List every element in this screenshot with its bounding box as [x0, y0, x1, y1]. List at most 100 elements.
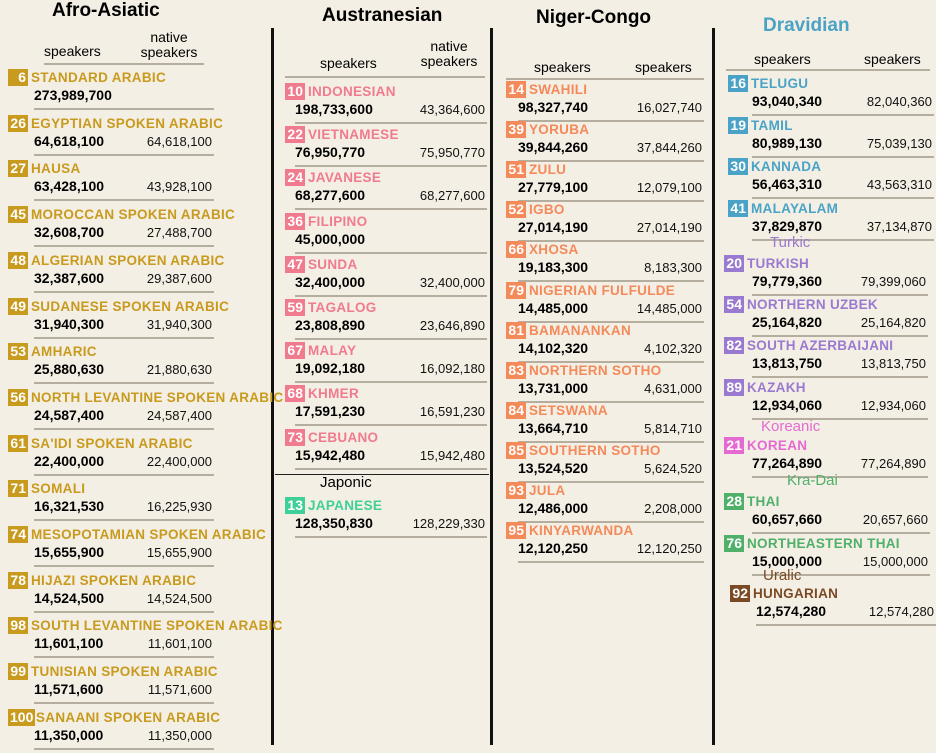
language-name: SOUTH LEVANTINE SPOKEN ARABIC — [31, 618, 283, 634]
speakers-value: 198,733,600 — [295, 101, 373, 117]
language-entry: 39 YORUBA 39,844,260 37,844,260 — [506, 121, 704, 165]
rank-badge: 49 — [8, 297, 28, 315]
speakers-value: 13,813,750 — [752, 355, 823, 372]
language-name: SWAHILI — [529, 82, 588, 97]
speakers-value: 56,463,310 — [752, 176, 823, 192]
rank-badge: 14 — [506, 81, 526, 98]
language-entry: 48 ALGERIAN SPOKEN ARABIC 32,387,600 29,387… — [8, 251, 268, 296]
family-title-dravidian: Dravidian — [763, 15, 850, 36]
language-entry: 51 ZULU 27,779,100 12,079,100 — [506, 161, 704, 205]
language-entry: 73 CEBUANO 15,942,480 15,942,480 — [285, 428, 487, 473]
native-speakers-value: 75,950,770 — [419, 145, 485, 161]
language-name: JAPANESE — [308, 498, 383, 513]
rank-badge: 71 — [8, 480, 28, 498]
subfamily-label-japonic: Japonic — [320, 474, 372, 491]
column-niger-congo: Niger-Congo speakers speakers 14 SWAHILI 9… — [494, 0, 710, 745]
language-entry: 49 SUDANESE SPOKEN ARABIC 31,940,300 31,940… — [8, 297, 268, 342]
language-entry: 67 MALAY 19,092,180 16,092,180 — [285, 342, 487, 386]
native-speakers-value: 15,655,900 — [146, 545, 212, 560]
speakers-value: 27,779,100 — [518, 179, 589, 196]
native-speakers-value: 12,079,100 — [636, 180, 702, 196]
language-entry: 52 IGBO 27,014,190 27,014,190 — [506, 201, 704, 245]
native-speakers-value: 23,646,890 — [419, 318, 485, 333]
native-speakers-value: 82,040,360 — [866, 94, 932, 109]
native-speakers-value: 43,928,100 — [146, 179, 212, 195]
speakers-value: 15,655,900 — [34, 544, 105, 560]
speakers-value: 12,120,250 — [518, 540, 589, 557]
entry-rule — [752, 476, 928, 478]
language-name: SA'IDI SPOKEN ARABIC — [31, 435, 193, 451]
speakers-value: 14,102,320 — [518, 339, 589, 356]
language-name: AMHARIC — [31, 344, 97, 360]
native-speakers-value: 16,225,930 — [146, 499, 212, 515]
speakers-value: 31,940,300 — [34, 315, 105, 332]
speakers-value: 32,387,600 — [34, 269, 105, 286]
speakers-value: 25,880,630 — [34, 361, 105, 378]
entry-rule — [34, 108, 214, 110]
speakers-value: 79,779,360 — [752, 273, 823, 289]
language-name: SUNDA — [308, 256, 358, 272]
language-entry: 95 KINYARWANDA 12,120,250 12,120,250 — [506, 522, 704, 566]
speakers-value: 98,327,740 — [518, 99, 589, 115]
language-name: KANNADA — [751, 159, 822, 174]
speakers-value: 24,587,400 — [34, 406, 105, 423]
entry-rule — [752, 238, 934, 241]
language-name: HIJAZI SPOKEN ARABIC — [31, 572, 197, 588]
language-entry: 20 TURKISH 79,779,360 79,399,060 — [724, 255, 928, 299]
rank-badge: 93 — [506, 482, 526, 499]
speakers-value: 45,000,000 — [295, 230, 366, 247]
japonic-separator — [275, 474, 489, 475]
native-speakers-value: 4,631,000 — [644, 380, 702, 396]
language-entry: 92 HUNGARIAN 12,574,280 12,574,280 — [730, 585, 936, 629]
language-entry: 85 SOUTHERN SOTHO 13,524,520 5,624,520 — [506, 441, 704, 486]
speakers-value: 27,014,190 — [518, 219, 589, 236]
rank-badge: 89 — [724, 378, 744, 396]
language-entry: 30 KANNADA 56,463,310 43,563,310 — [728, 158, 934, 202]
rank-badge: 19 — [728, 116, 748, 134]
speakers-value: 80,989,130 — [752, 134, 823, 151]
rank-badge: 41 — [728, 199, 748, 217]
rank-badge: 74 — [8, 526, 28, 543]
language-entry: 14 SWAHILI 98,327,740 16,027,740 — [506, 81, 704, 125]
language-entry: 82 SOUTH AZERBAIJANI 13,813,750 13,813,750 — [724, 337, 928, 381]
native-speakers-value: 11,350,000 — [147, 727, 212, 743]
language-entry: 59 TAGALOG 23,808,890 23,646,890 — [285, 299, 487, 343]
rank-badge: 47 — [285, 255, 305, 273]
divider-1 — [271, 28, 274, 745]
native-speakers-value: 16,591,230 — [419, 404, 485, 420]
native-speakers-value: 15,000,000 — [862, 554, 928, 569]
native-speakers-value: 32,400,000 — [419, 274, 485, 290]
header-native-speakers: native speakers — [140, 29, 198, 60]
rank-badge: 78 — [8, 571, 28, 589]
rank-badge: 21 — [724, 437, 744, 454]
speakers-value: 14,485,000 — [518, 299, 589, 316]
language-name: CEBUANO — [308, 429, 379, 445]
native-speakers-value: 29,387,600 — [146, 270, 212, 286]
rank-badge: 67 — [285, 342, 305, 360]
rank-badge: 83 — [506, 361, 526, 379]
language-name: SOUTHERN SOTHO — [529, 442, 661, 458]
native-speakers-value: 37,844,260 — [636, 140, 702, 156]
language-name: XHOSA — [529, 242, 579, 258]
native-speakers-value: 31,940,300 — [146, 316, 212, 332]
entry-rule — [34, 473, 214, 476]
rank-badge: 84 — [506, 401, 526, 419]
divider-2 — [490, 28, 493, 745]
language-name: KOREAN — [747, 438, 808, 453]
native-speakers-value: 12,120,250 — [636, 541, 702, 557]
speakers-value: 12,574,280 — [756, 603, 827, 619]
language-entry: 61 SA'IDI SPOKEN ARABIC 22,400,000 22,400,0… — [8, 434, 268, 479]
language-name: VIETNAMESE — [308, 127, 399, 143]
entry-rule — [295, 424, 487, 427]
subfamily-label-kradai: Kra-Dai — [787, 472, 838, 489]
rank-badge: 85 — [506, 441, 526, 459]
language-entry: 6 STANDARD ARABIC 273,989,700 — [8, 69, 268, 113]
rank-badge: 20 — [724, 255, 744, 272]
language-entry: 76 NORTHEASTERN THAI 15,000,000 15,000,000 — [724, 535, 930, 579]
language-entry: 89 KAZAKH 12,934,060 12,934,060 — [724, 378, 928, 423]
speakers-value: 17,591,230 — [295, 403, 366, 420]
language-entry: 66 XHOSA 19,183,300 8,183,300 — [506, 241, 704, 285]
speakers-value: 23,808,890 — [295, 317, 366, 333]
rank-badge: 82 — [724, 337, 744, 355]
native-speakers-value: 13,813,750 — [860, 356, 926, 372]
